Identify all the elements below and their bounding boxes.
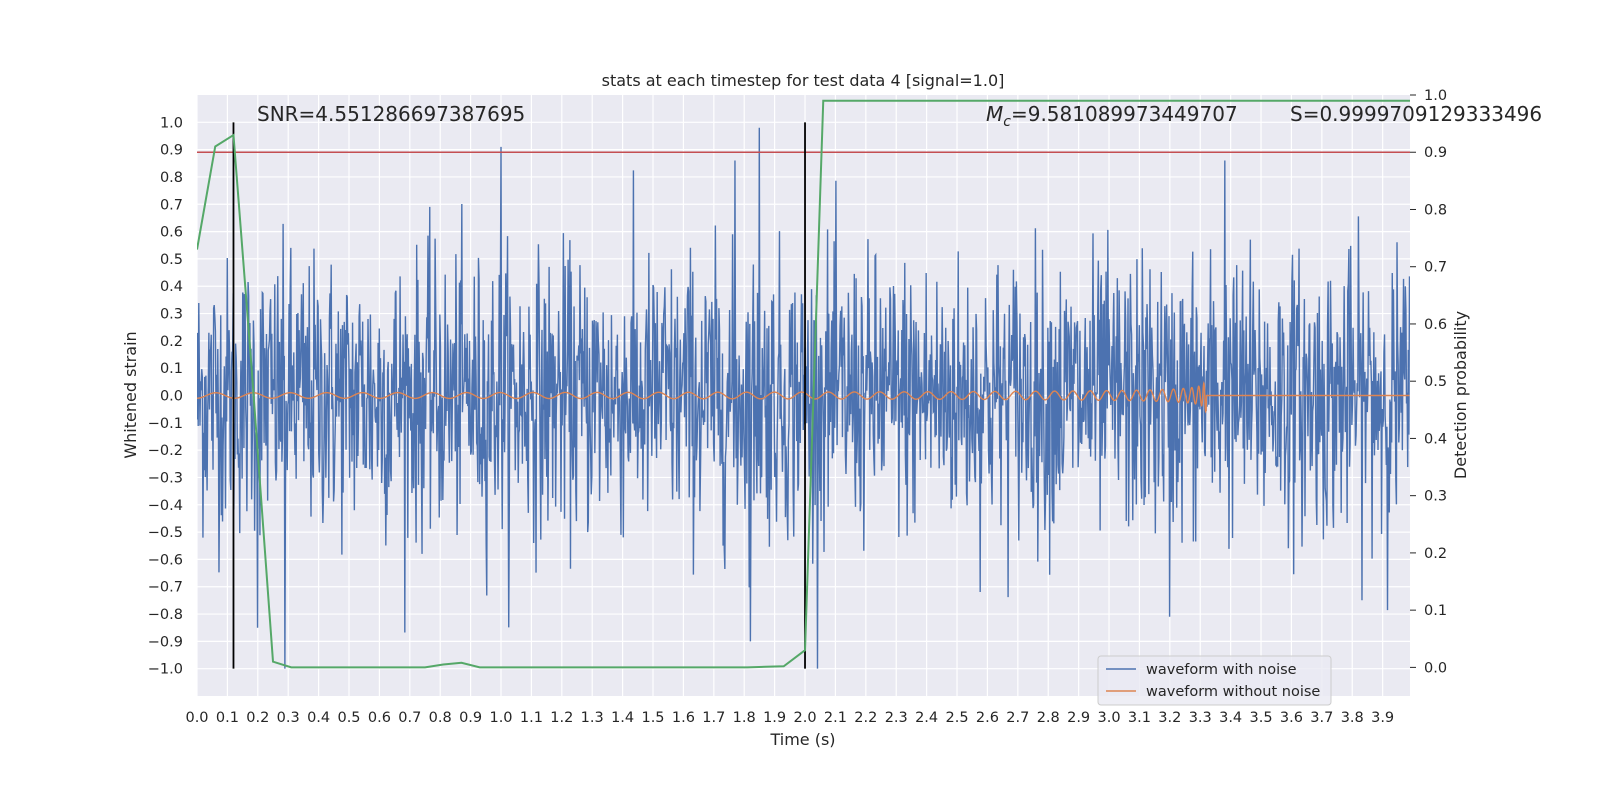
x-tick-label: 2.5 [945, 710, 968, 726]
x-tick-label: 0.5 [337, 710, 360, 726]
x-tick-label: 0.4 [307, 710, 330, 726]
legend-box [1097, 655, 1332, 706]
x-tick-label: 0.7 [398, 710, 421, 726]
x-tick-label: 2.9 [1067, 710, 1090, 726]
x-tick-label: 1.7 [702, 710, 725, 726]
y-tick-label: −0.5 [148, 525, 183, 541]
y-tick-label: −0.3 [148, 470, 183, 486]
x-tick-label: 3.9 [1371, 710, 1394, 726]
x-tick-label: 3.5 [1250, 710, 1273, 726]
y2-tick-label: 0.7 [1424, 260, 1447, 276]
y-tick-label: 0.2 [160, 334, 183, 350]
chirp-mass-value: =9.581089973449707 [1011, 102, 1238, 126]
y2-tick-label: 0.0 [1424, 660, 1447, 676]
y-tick-label: 0.8 [160, 170, 183, 186]
y2-tick-label: 0.6 [1424, 317, 1447, 333]
legend: waveform with noise waveform without noi… [1097, 655, 1332, 706]
y-tick-label: −0.9 [148, 634, 183, 650]
x-tick-label: 2.3 [885, 710, 908, 726]
x-tick-label: 0.9 [459, 710, 482, 726]
y2-tick-label: 0.1 [1424, 603, 1447, 619]
y-tick-label: −0.6 [148, 552, 183, 568]
x-tick-label: 1.9 [763, 710, 786, 726]
x-tick-label: 1.1 [520, 710, 543, 726]
grid-y [197, 121, 1410, 670]
y2-axis-label: Detection probability [1451, 311, 1470, 479]
x-tick-label: 2.4 [915, 710, 938, 726]
x-tick-labels: 0.0 0.1 0.2 0.3 0.4 0.5 0.6 0.7 0.8 0.9 1.0 1.1 1.2 1… [185, 710, 1394, 726]
x-tick-label: 1.0 [489, 710, 512, 726]
x-tick-label: 3.0 [1097, 710, 1120, 726]
chirp-mass-symbol: M [986, 102, 1003, 126]
x-tick-label: 1.8 [733, 710, 756, 726]
y2-tick-label: 0.2 [1424, 546, 1447, 562]
y-axis-label: Whitened strain [121, 331, 140, 458]
x-tick-label: 3.4 [1219, 710, 1242, 726]
y-tick-label: −0.2 [148, 443, 183, 459]
y-tick-labels: 1.0 0.9 0.8 0.7 0.6 0.5 0.4 0.3 0.2 0.1 0.0 −0.1 −0.… [148, 115, 183, 677]
x-tick-label: 1.3 [581, 710, 604, 726]
x-tick-label: 2.8 [1037, 710, 1060, 726]
y-tick-label: −0.7 [148, 580, 183, 596]
waveform-without-noise-line [197, 381, 1410, 414]
y-tick-label: 0.1 [160, 361, 183, 377]
score-annotation: S=0.9999709129333496 [1290, 102, 1542, 126]
x-axis-label: Time (s) [769, 730, 835, 749]
y-tick-label: −0.8 [148, 607, 183, 623]
y-tick-label: 1.0 [160, 115, 183, 131]
x-tick-label: 3.3 [1189, 710, 1212, 726]
x-tick-label: 3.7 [1310, 710, 1333, 726]
x-tick-label: 1.2 [550, 710, 573, 726]
y2-tick-label: 0.5 [1424, 374, 1447, 390]
y-tick-label: 0.7 [160, 197, 183, 213]
x-tick-label: 2.0 [793, 710, 816, 726]
x-tick-label: 0.2 [246, 710, 269, 726]
x-tick-label: 3.6 [1280, 710, 1303, 726]
y2-tick-label: 1.0 [1424, 88, 1447, 104]
y2-tick-label: 0.8 [1424, 202, 1447, 218]
x-tick-label: 0.6 [368, 710, 391, 726]
waveform-with-noise-line [197, 127, 1410, 669]
x-tick-label: 1.6 [672, 710, 695, 726]
y-tick-label: −0.1 [148, 416, 183, 432]
chirp-mass-subscript: c [1003, 114, 1011, 130]
x-tick-label: 0.3 [277, 710, 300, 726]
x-tick-label: 2.7 [1006, 710, 1029, 726]
x-tick-label: 1.5 [641, 710, 664, 726]
legend-label-noise: waveform with noise [1146, 662, 1297, 678]
y-tick-label: 0.4 [160, 279, 183, 295]
y-tick-label: 0.3 [160, 307, 183, 323]
legend-label-clean: waveform without noise [1146, 684, 1320, 700]
y2-tick-label: 0.9 [1424, 145, 1447, 161]
x-tick-label: 0.8 [429, 710, 452, 726]
y2-tick-label: 0.3 [1424, 489, 1447, 505]
y-tick-label: 0.5 [160, 252, 183, 268]
y2-tick-label: 0.4 [1424, 431, 1447, 447]
y-tick-label: −0.4 [148, 498, 183, 514]
x-tick-label: 0.1 [216, 710, 239, 726]
x-tick-label: 2.2 [854, 710, 877, 726]
chirp-mass-annotation: Mc=9.581089973449707 [986, 102, 1238, 130]
x-tick-label: 2.1 [824, 710, 847, 726]
y-tick-label: 0.9 [160, 143, 183, 159]
x-tick-label: 3.2 [1158, 710, 1181, 726]
x-tick-label: 3.1 [1128, 710, 1151, 726]
x-tick-label: 0.0 [185, 710, 208, 726]
y-tick-label: 0.0 [160, 389, 183, 405]
y-tick-label: −1.0 [148, 662, 183, 678]
x-tick-label: 2.6 [976, 710, 999, 726]
y2-tick-labels: 1.0 0.9 0.8 0.7 0.6 0.5 0.4 0.3 0.2 0.1 0.0 [1410, 88, 1447, 676]
y-tick-label: 0.6 [160, 225, 183, 241]
snr-annotation: SNR=4.551286697387695 [257, 102, 525, 126]
x-tick-label: 3.8 [1341, 710, 1364, 726]
x-tick-label: 1.4 [611, 710, 634, 726]
detection-probability-line [197, 99, 1410, 669]
chart-title: stats at each timestep for test data 4 [… [602, 71, 1005, 90]
